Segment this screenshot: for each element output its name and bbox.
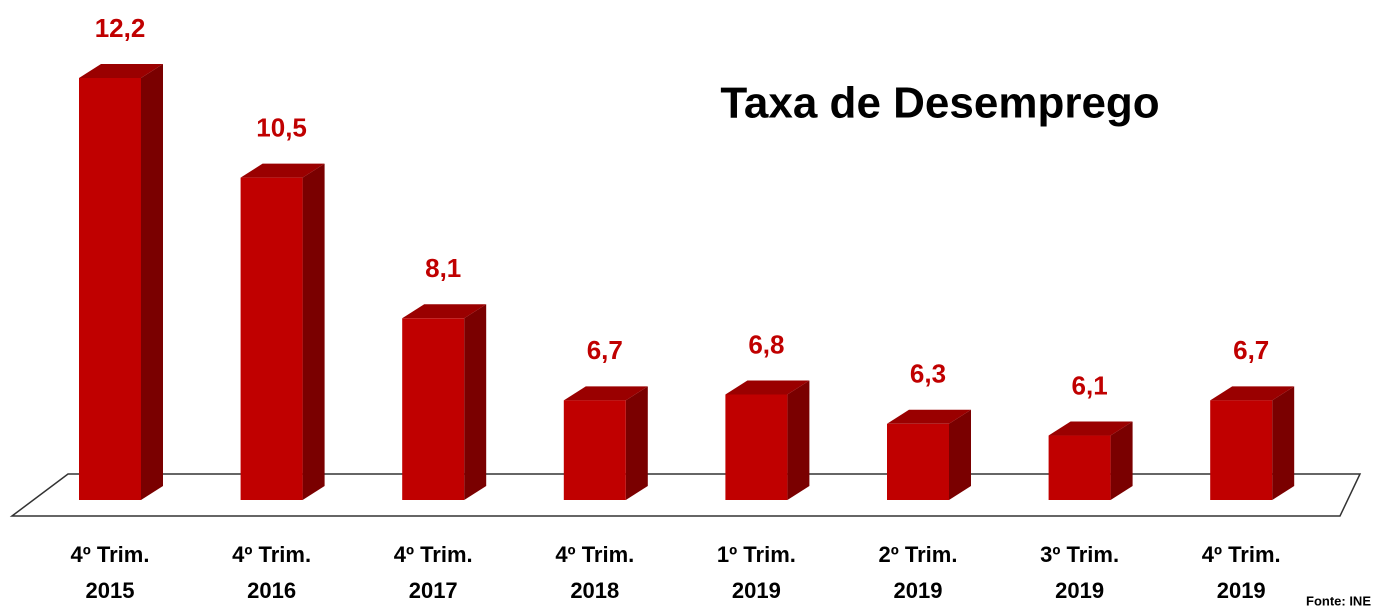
bar-top bbox=[725, 380, 810, 395]
x-tick-label: 2018 bbox=[570, 578, 619, 603]
bar-top bbox=[240, 163, 325, 178]
data-label: 6,7 bbox=[1233, 335, 1269, 365]
bar bbox=[1210, 400, 1273, 500]
bar bbox=[725, 394, 788, 500]
data-label: 12,2 bbox=[95, 13, 146, 43]
x-tick-label: 2019 bbox=[1055, 578, 1104, 603]
x-tick-label: 3º Trim. bbox=[1040, 542, 1119, 567]
bar bbox=[402, 318, 465, 500]
bar-top bbox=[402, 304, 487, 319]
x-tick-label: 2º Trim. bbox=[879, 542, 958, 567]
x-tick-label: 2017 bbox=[409, 578, 458, 603]
x-tick-label: 2019 bbox=[894, 578, 943, 603]
data-label: 6,7 bbox=[587, 335, 623, 365]
bar-side bbox=[141, 64, 163, 500]
bar-top bbox=[79, 64, 163, 78]
bar-top bbox=[563, 386, 648, 401]
x-tick-label: 4º Trim. bbox=[555, 542, 634, 567]
bar-side bbox=[625, 386, 648, 500]
data-label: 6,8 bbox=[748, 329, 784, 359]
source-note: Fonte: INE bbox=[1306, 593, 1371, 608]
bar-side bbox=[1110, 421, 1133, 500]
x-tick-label: 2015 bbox=[86, 578, 135, 603]
x-tick-label: 2019 bbox=[1217, 578, 1266, 603]
data-label: 6,3 bbox=[910, 359, 946, 389]
x-tick-label: 2019 bbox=[732, 578, 781, 603]
bar-side bbox=[302, 163, 325, 500]
bar-side bbox=[1272, 386, 1295, 500]
x-tick-label: 4º Trim. bbox=[1202, 542, 1281, 567]
bar bbox=[1048, 435, 1111, 500]
x-tick-label: 4º Trim. bbox=[71, 542, 150, 567]
data-label: 10,5 bbox=[256, 113, 307, 143]
data-label: 8,1 bbox=[425, 253, 461, 283]
bar-top bbox=[1210, 386, 1295, 401]
bar bbox=[887, 423, 949, 500]
bar bbox=[240, 177, 303, 500]
x-tick-label: 4º Trim. bbox=[394, 542, 473, 567]
bar-side bbox=[949, 409, 971, 500]
x-tick-label: 1º Trim. bbox=[717, 542, 796, 567]
bar bbox=[79, 78, 141, 500]
x-tick-label: 2016 bbox=[247, 578, 296, 603]
bar-top bbox=[887, 409, 971, 424]
x-tick-label: 4º Trim. bbox=[232, 542, 311, 567]
bar-side bbox=[464, 304, 487, 500]
floor bbox=[9, 473, 1362, 517]
chart-title: Taxa de Desemprego bbox=[720, 79, 1159, 128]
data-label: 6,1 bbox=[1072, 370, 1108, 400]
bar-side bbox=[787, 380, 810, 500]
bar-top bbox=[1048, 421, 1133, 436]
bar bbox=[563, 400, 626, 500]
